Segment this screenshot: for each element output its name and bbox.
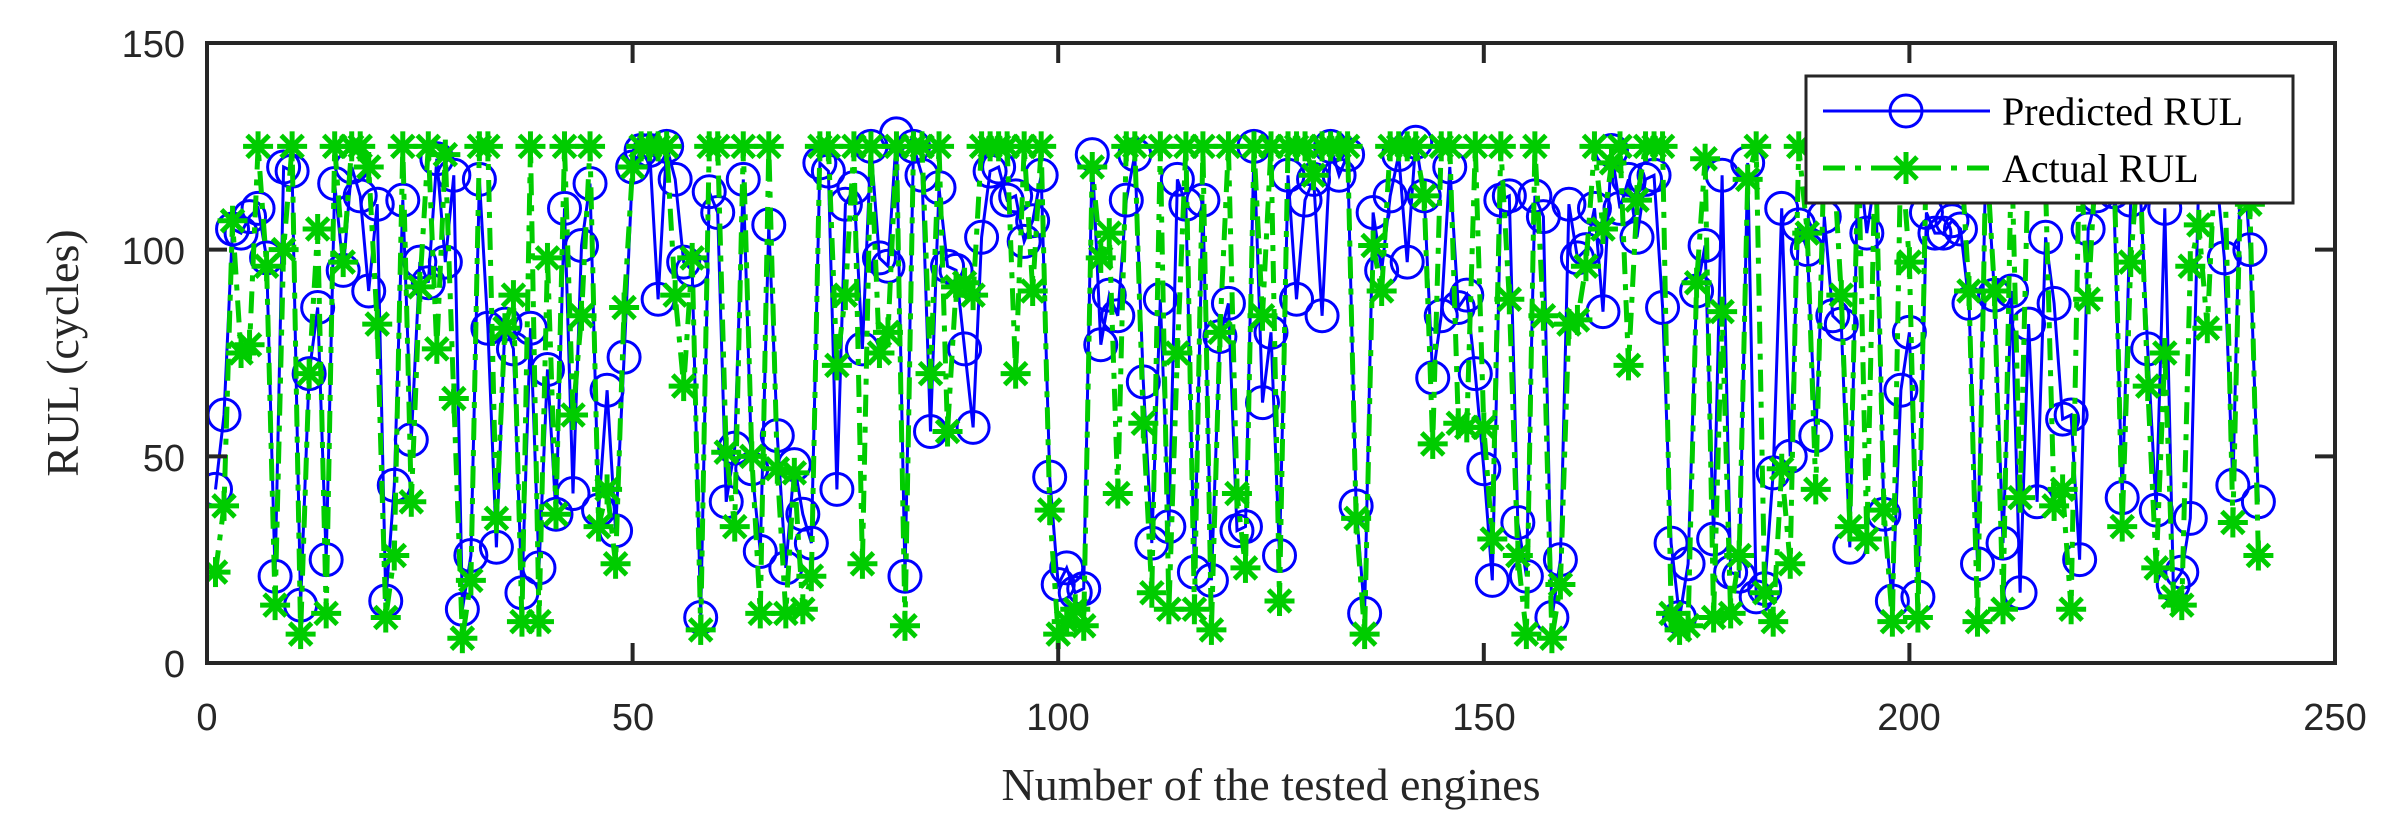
legend-actual-asterisk-icon (1890, 152, 1922, 184)
legend-box (1804, 74, 2295, 205)
legend-predicted-label: Predicted RUL (2002, 89, 2243, 134)
actual-rul-series (207, 131, 2274, 654)
x-tick-100: 100 (1026, 697, 1089, 739)
legend-actual-label: Actual RUL (2002, 146, 2199, 191)
legend-item-actual: Actual RUL (1823, 146, 2199, 191)
series-layer (207, 108, 2276, 654)
legend-predicted-circle-icon (1888, 93, 1924, 129)
x-tick-250: 250 (2303, 697, 2366, 739)
y-tick-150: 150 (122, 24, 185, 66)
y-tick-50: 50 (143, 438, 185, 480)
plot-area (207, 108, 2276, 654)
x-tick-150: 150 (1452, 697, 1515, 739)
x-tick-0: 0 (196, 697, 217, 739)
x-axis-title: Number of the tested engines (1001, 759, 1540, 810)
legend: Predicted RUL Actual RUL (1804, 74, 2295, 205)
x-tick-200: 200 (1877, 697, 1940, 739)
x-tick-50: 50 (612, 697, 654, 739)
axis-ticks (205, 41, 2337, 665)
legend-item-predicted: Predicted RUL (1823, 89, 2243, 134)
y-axis-title: RUL (cycles) (37, 229, 88, 476)
y-tick-0: 0 (164, 644, 185, 686)
y-tick-100: 100 (122, 231, 185, 273)
axes-box (205, 41, 2337, 665)
